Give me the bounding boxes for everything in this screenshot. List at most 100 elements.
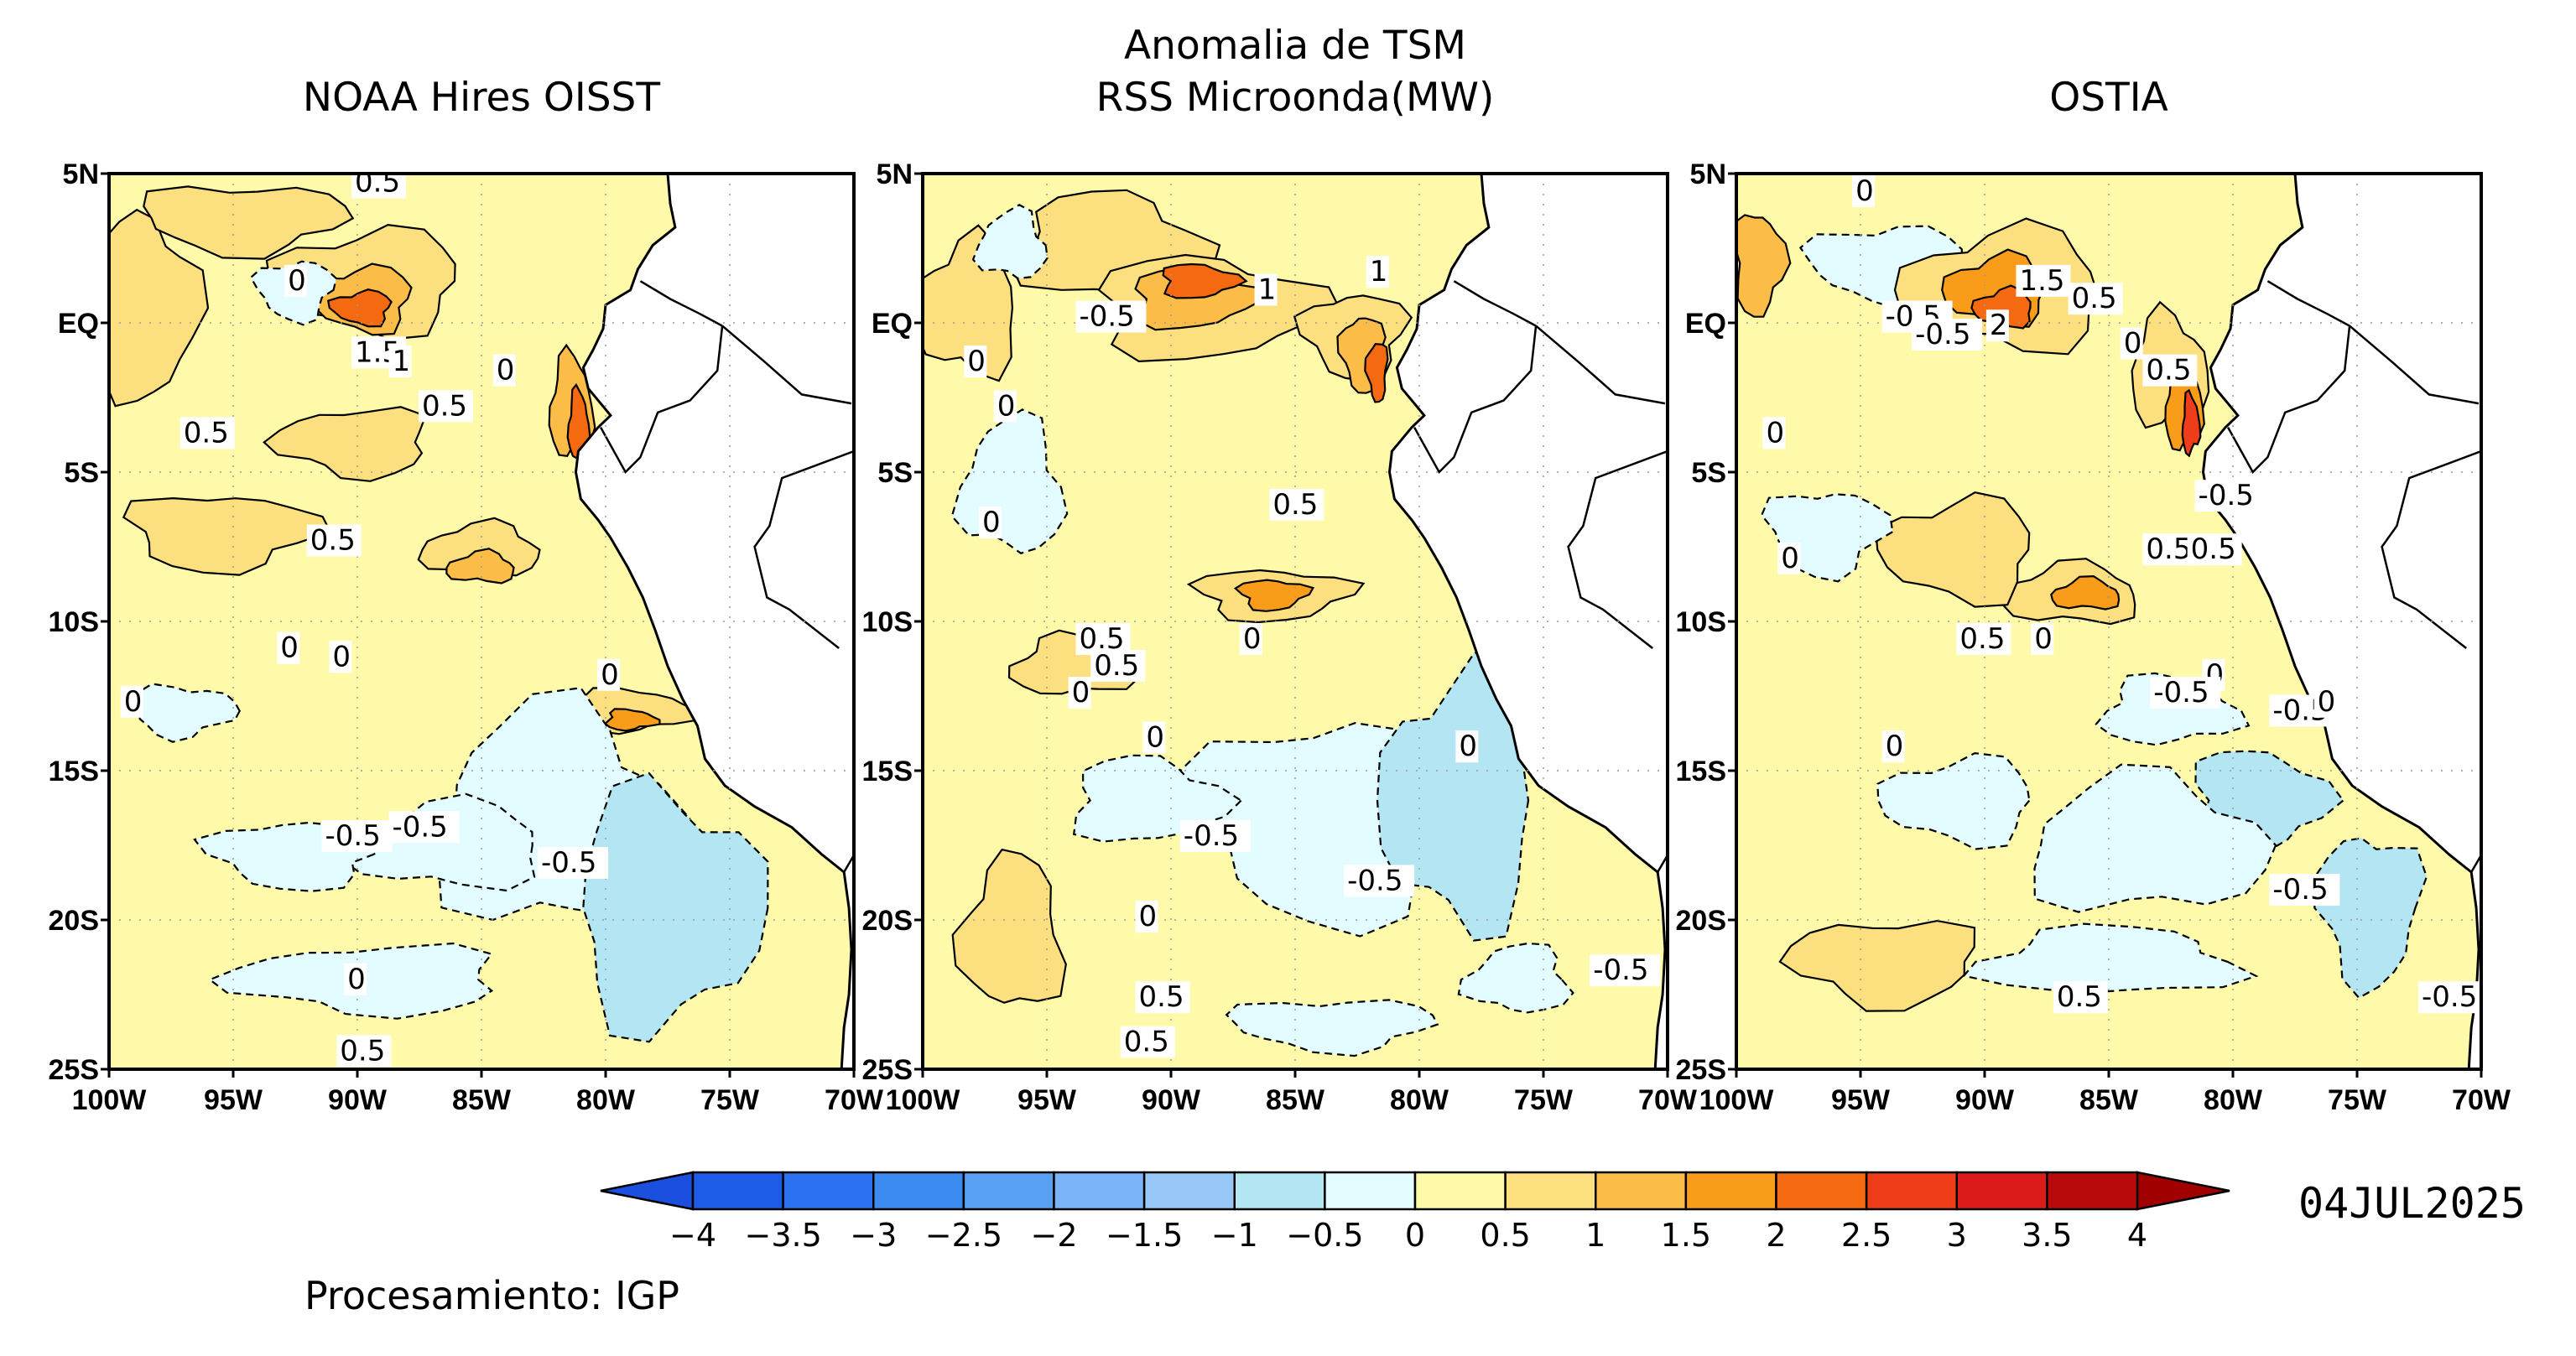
lon-tick-label: 100W xyxy=(1699,1084,1775,1116)
country-border xyxy=(2266,280,2350,327)
lon-tick-label: 90W xyxy=(1955,1084,2015,1116)
contour-label-bg xyxy=(306,524,362,557)
contour-label: -0.5 xyxy=(1915,318,1970,351)
country-border xyxy=(600,325,724,475)
contour-label-bg xyxy=(2120,327,2143,360)
contour-label: 1 xyxy=(1258,273,1277,307)
contour-label-bg xyxy=(388,811,460,844)
anomaly-region xyxy=(143,185,355,260)
colorbar: −4 −3.5 −3 −2.5 −2 −1.5 −1 −0.5 0 0.5 1 1.5 2 2.5 3 3.5… xyxy=(600,1171,2230,1254)
contour-label-bg xyxy=(979,507,1002,539)
contour-label: 0 xyxy=(1146,721,1164,755)
contour-label-bg xyxy=(1142,721,1166,754)
contour-label-bg xyxy=(1075,300,1147,333)
lon-tick-label: 80W xyxy=(2204,1084,2263,1116)
contour-label: -0.5 xyxy=(2272,873,2328,907)
date-label: 04JUL2025 xyxy=(2298,1179,2526,1228)
contour-label: 1.5 xyxy=(2019,264,2064,298)
contour-label-bg xyxy=(1956,623,2011,656)
colorbar-tick-label: −3 xyxy=(850,1217,897,1254)
contour-label-bg xyxy=(2031,623,2054,656)
colorbar-tick-label: 2 xyxy=(1766,1217,1786,1254)
lon-tick-label: 70W xyxy=(2452,1084,2511,1116)
lon-tick-label: 95W xyxy=(1831,1084,1891,1116)
processing-credit: Procesamiento: IGP xyxy=(304,1273,679,1318)
colorbar-swatch xyxy=(1233,1171,1326,1211)
colorbar-swatch xyxy=(691,1171,784,1211)
country-border xyxy=(843,853,854,873)
contour-label-bg xyxy=(1344,865,1415,897)
contour-label-bg xyxy=(2142,354,2198,387)
land-mask xyxy=(575,174,854,1069)
lat-tick-label: EQ xyxy=(58,308,99,340)
lon-tick-label: 80W xyxy=(1390,1084,1449,1116)
anomaly-region xyxy=(417,517,541,577)
contour-label: 0.5 xyxy=(422,389,467,423)
contour-label: -0.5 xyxy=(2422,980,2477,1014)
colorbar-swatch xyxy=(1595,1171,1688,1211)
colorbar-swatch xyxy=(962,1171,1055,1211)
contour-label-bg xyxy=(1254,273,1278,306)
anomaly-region xyxy=(2313,837,2428,1000)
anomaly-region xyxy=(1876,751,2031,850)
country-border xyxy=(2381,449,2481,649)
contour-label: -0.5 xyxy=(2153,676,2209,709)
panel-title-ostia: OSTIA xyxy=(2049,75,2168,121)
country-border xyxy=(721,325,852,405)
contour-label: 0 xyxy=(1243,622,1262,656)
contour-label: 0.5 xyxy=(1139,980,1184,1014)
contour-label: -0.5 xyxy=(541,846,596,880)
contour-label-bg xyxy=(1269,488,1324,521)
contour-label-bg xyxy=(2068,283,2123,315)
contour-label: 0.5 xyxy=(340,1034,385,1068)
contour-label: 0.5 xyxy=(2146,533,2191,566)
lon-tick-label: 95W xyxy=(1017,1084,1077,1116)
colorbar-tick-label: 1 xyxy=(1585,1217,1605,1254)
lon-tick-label: 90W xyxy=(1142,1084,1201,1116)
contour-label: -0.5 xyxy=(1593,953,1648,987)
colorbar-tick-label: 0.5 xyxy=(1480,1217,1530,1254)
lon-tick-label: 75W xyxy=(700,1084,760,1116)
contour-label: 0.5 xyxy=(1959,622,2005,656)
contour-label: 0.5 xyxy=(1272,488,1318,522)
anomaly-region xyxy=(263,406,427,482)
lat-tick-label: 20S xyxy=(1676,905,1727,937)
contour-label-bg xyxy=(2313,685,2337,718)
lat-tick-label: 10S xyxy=(862,606,913,638)
contour-label-bg xyxy=(180,417,235,449)
country-border xyxy=(1535,325,1666,405)
anomaly-region xyxy=(1162,262,1248,299)
anomaly-region xyxy=(1364,343,1389,403)
country-border xyxy=(1413,325,1538,475)
contour-label-bg xyxy=(1881,730,1905,763)
anomaly-region xyxy=(1457,942,1574,1014)
contour-label-bg xyxy=(329,641,352,673)
lat-tick-label: EQ xyxy=(1685,308,1726,340)
lon-tick-label: 75W xyxy=(1514,1084,1574,1116)
land-mask xyxy=(2203,174,2481,1069)
lat-tick-label: 5N xyxy=(877,158,913,190)
colorbar-tick-label: 1.5 xyxy=(1661,1217,1711,1254)
contour-label-bg xyxy=(120,685,143,718)
anomaly-region xyxy=(2181,388,2202,458)
contour-label-bg xyxy=(2016,264,2071,297)
lon-tick-label: 100W xyxy=(72,1084,148,1116)
contour-label-bg xyxy=(2194,480,2266,512)
colorbar-swatch xyxy=(782,1171,875,1211)
lat-tick-label: 5N xyxy=(1690,158,1726,190)
colorbar-swatch xyxy=(1504,1171,1597,1211)
contour-label: 0.5 xyxy=(1094,649,1139,683)
contour-label-bg xyxy=(1985,309,2009,342)
contour-label: 0.5 xyxy=(1124,1026,1169,1059)
contour-label: 0 xyxy=(1459,730,1477,763)
contour-label: 0 xyxy=(347,963,366,996)
country-border xyxy=(2349,325,2480,405)
contour-label-bg xyxy=(1179,820,1251,852)
contour-label-bg xyxy=(1912,318,1983,351)
contour-label: -0.5 xyxy=(392,810,447,844)
contour-label-bg xyxy=(1239,623,1262,656)
contour-label-bg xyxy=(1762,417,1786,449)
contour-label: 0 xyxy=(124,685,143,719)
country-border xyxy=(1657,853,1668,873)
lat-tick-label: 5S xyxy=(877,457,913,489)
